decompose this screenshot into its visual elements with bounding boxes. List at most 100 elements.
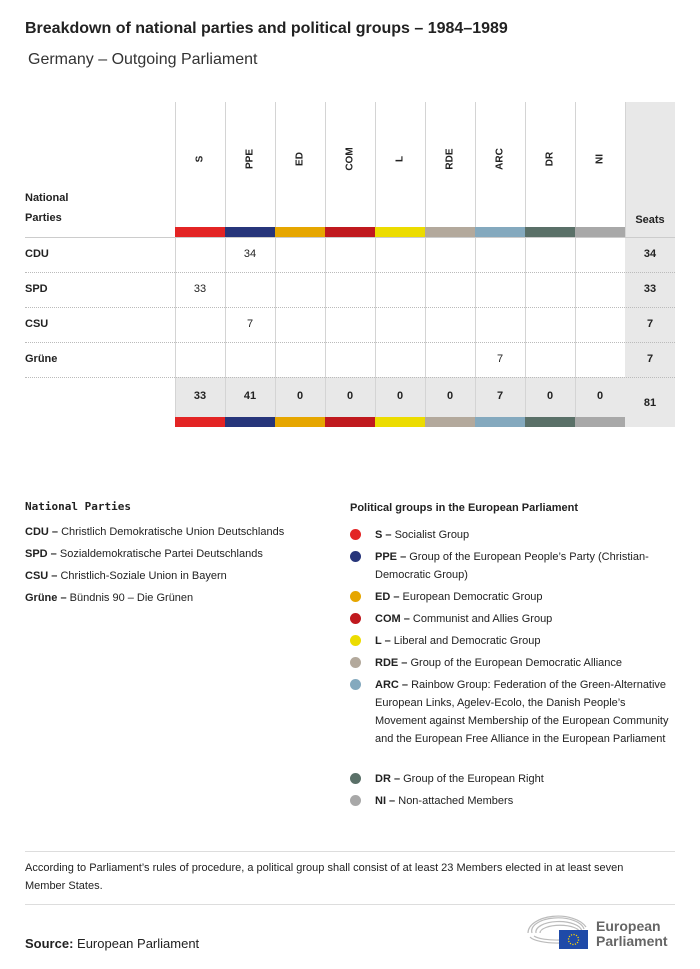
seat-cell: 33 [193, 283, 207, 295]
group-legend-item: RDE – Group of the European Democratic A… [350, 654, 670, 672]
group-color-bar [525, 417, 575, 427]
group-color-bar [425, 227, 475, 237]
column-header-label: ED [294, 152, 306, 166]
group-color-dot [350, 773, 361, 784]
total-cell: 0 [346, 390, 354, 402]
column-header-ni: NI [575, 102, 625, 227]
party-legend: National Parties CDU – Christlich Demokr… [25, 500, 335, 609]
row-divider [25, 377, 675, 378]
total-cell: 0 [396, 390, 404, 402]
group-abbr: DR – [375, 773, 401, 785]
chart-subtitle: Germany – Outgoing Parliament [28, 51, 258, 68]
group-color-bar [525, 227, 575, 237]
group-color-dot [350, 613, 361, 624]
seat-cell: 7 [246, 318, 254, 330]
source-value: European Parliament [77, 936, 200, 951]
party-abbr: CDU – [25, 526, 59, 538]
party-legend-item: Grüne – Bündnis 90 – Die Grünen [25, 587, 335, 609]
group-color-dot [350, 551, 361, 562]
column-header-label: NI [594, 154, 606, 164]
source-label: Source: [25, 936, 74, 951]
column-header-rde: RDE [425, 102, 475, 227]
seats-column-bg [625, 102, 675, 427]
group-abbr: RDE – [375, 657, 408, 669]
column-divider [475, 102, 476, 427]
group-color-bar [275, 227, 325, 237]
column-header-l: L [375, 102, 425, 227]
row-divider [25, 307, 675, 308]
divider [25, 851, 675, 852]
total-cell: 33 [193, 390, 207, 402]
column-divider [575, 102, 576, 427]
total-cell: 0 [596, 390, 604, 402]
party-abbr: SPD – [25, 548, 57, 560]
group-color-dot [350, 529, 361, 540]
footnote: According to Parliament’s rules of proce… [25, 862, 624, 892]
chart-title: Breakdown of national parties and politi… [25, 20, 508, 37]
group-legend-item: ARC – Rainbow Group: Federation of the G… [350, 676, 670, 748]
totals-row-bg [175, 377, 625, 417]
group-abbr: S – [375, 529, 392, 541]
group-name: Rainbow Group: Federation of the Green-A… [375, 679, 669, 745]
column-divider [625, 102, 626, 237]
column-header-label: DR [544, 151, 556, 167]
group-name: Group of the European People’s Party (Ch… [375, 551, 649, 581]
party-legend-item: CDU – Christlich Demokratische Union Deu… [25, 521, 335, 543]
group-name: Liberal and Democratic Group [393, 635, 541, 647]
column-divider [275, 102, 276, 427]
party-legend-item: CSU – Christlich-Soziale Union in Bayern [25, 565, 335, 587]
column-divider [425, 102, 426, 427]
party-name: Christlich Demokratische Union Deutschla… [61, 526, 285, 538]
column-header-dr: DR [525, 102, 575, 227]
divider [25, 904, 675, 905]
group-name: European Democratic Group [402, 591, 543, 603]
hemicycle-icon [527, 915, 588, 949]
group-color-bar [175, 227, 225, 237]
group-abbr: L – [375, 635, 391, 647]
group-color-bar [225, 417, 275, 427]
party-legend-title: National Parties [25, 500, 131, 513]
group-abbr: PPE – [375, 551, 407, 563]
group-color-dot [350, 635, 361, 646]
total-cell: 7 [496, 390, 504, 402]
party-legend-item: SPD – Sozialdemokratische Partei Deutsch… [25, 543, 335, 565]
column-divider [375, 102, 376, 427]
column-header-com: COM [325, 102, 375, 227]
group-color-dot [350, 657, 361, 668]
group-color-dot [350, 591, 361, 602]
party-name: Bündnis 90 – Die Grünen [69, 592, 194, 604]
group-legend-item: DR – Group of the European Right [350, 770, 670, 788]
seat-cell: 34 [243, 248, 257, 260]
logo-text-line: Parliament [596, 933, 668, 949]
group-legend-item: PPE – Group of the European People’s Par… [350, 548, 670, 584]
column-header-ppe: PPE [225, 102, 275, 227]
grand-total: 81 [643, 397, 657, 409]
column-header-label: S [194, 155, 206, 163]
column-header-ed: ED [275, 102, 325, 227]
column-divider [175, 102, 176, 427]
column-header-arc: ARC [475, 102, 525, 227]
party-label: CSU [25, 318, 49, 330]
group-color-bar [225, 227, 275, 237]
source: Source: European Parliament [25, 936, 199, 951]
group-name: Socialist Group [394, 529, 470, 541]
group-legend-item: COM – Communist and Allies Group [350, 610, 670, 628]
column-header-label: ARC [494, 148, 506, 170]
seat-cell: 7 [496, 353, 504, 365]
row-divider [25, 342, 675, 343]
group-color-bar [475, 417, 525, 427]
party-label: SPD [25, 283, 48, 295]
column-divider [525, 102, 526, 427]
group-legend-item: ED – European Democratic Group [350, 588, 670, 606]
party-abbr: CSU – [25, 570, 58, 582]
column-header-label: PPE [244, 148, 256, 170]
party-label: Grüne [25, 353, 58, 365]
group-legend-item: S – Socialist Group [350, 526, 670, 544]
group-legend-title: Political groups in the European Parliam… [350, 502, 578, 514]
column-header-label: COM [344, 147, 356, 171]
group-color-dot [350, 679, 361, 690]
group-color-bar [375, 417, 425, 427]
group-name: Non-attached Members [398, 795, 514, 807]
total-cell: 0 [296, 390, 304, 402]
column-header-label: L [394, 155, 406, 163]
